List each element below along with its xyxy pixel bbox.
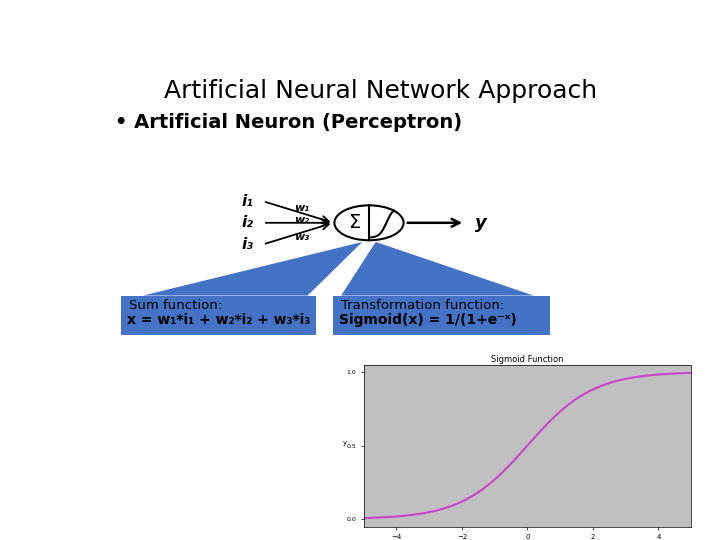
- Y-axis label: y: y: [343, 440, 347, 445]
- Ellipse shape: [334, 205, 404, 240]
- Text: Sigmoid(x) = 1/(1+e⁻ˣ): Sigmoid(x) = 1/(1+e⁻ˣ): [339, 313, 517, 327]
- Text: y: y: [475, 214, 487, 232]
- Title: Sigmoid Function: Sigmoid Function: [491, 355, 564, 364]
- Text: i₂: i₂: [241, 215, 253, 230]
- Polygon shape: [333, 295, 550, 335]
- Text: w₁: w₁: [294, 202, 309, 213]
- Polygon shape: [143, 242, 362, 295]
- Text: i₁: i₁: [241, 194, 253, 208]
- Text: Artificial Neural Network Approach: Artificial Neural Network Approach: [163, 79, 597, 103]
- Text: Transformation function:: Transformation function:: [341, 299, 504, 312]
- Polygon shape: [341, 242, 534, 295]
- Polygon shape: [121, 295, 316, 335]
- Text: x = w₁*i₁ + w₂*i₂ + w₃*i₃: x = w₁*i₁ + w₂*i₂ + w₃*i₃: [127, 313, 310, 327]
- Text: Σ: Σ: [348, 213, 361, 232]
- Text: i₃: i₃: [241, 237, 253, 252]
- Text: • Artificial Neuron (Perceptron): • Artificial Neuron (Perceptron): [115, 113, 462, 132]
- Text: Sum function:: Sum function:: [129, 299, 222, 312]
- Text: w₂: w₂: [294, 215, 309, 225]
- Text: w₃: w₃: [294, 232, 309, 242]
